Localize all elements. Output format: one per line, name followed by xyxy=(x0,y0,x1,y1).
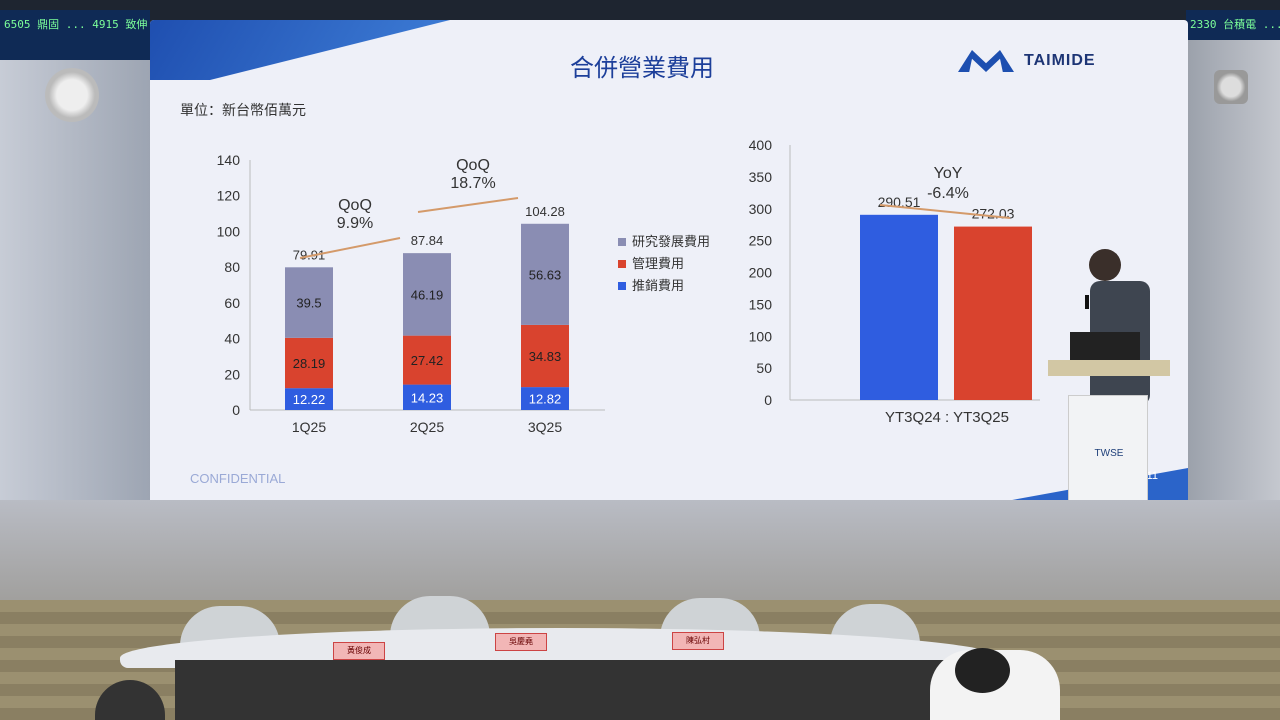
bar-segment xyxy=(403,335,451,385)
data-label: 28.19 xyxy=(293,356,326,371)
bar-segment xyxy=(285,267,333,338)
y-tick-label: 60 xyxy=(224,295,240,311)
legend-swatch xyxy=(618,282,626,290)
data-label: 272.03 xyxy=(972,206,1015,222)
y-tick-label: 350 xyxy=(749,169,773,185)
data-label: 39.5 xyxy=(296,296,321,311)
legend-label: 推銷費用 xyxy=(632,278,684,293)
y-tick-label: 50 xyxy=(756,360,772,376)
bar xyxy=(954,226,1032,400)
y-tick-label: 0 xyxy=(232,402,240,418)
y-tick-label: 400 xyxy=(749,137,773,153)
panel-desk-front xyxy=(175,660,955,720)
annotation-label: QoQ xyxy=(338,197,372,214)
annotation-value: 9.9% xyxy=(337,215,373,232)
security-camera-icon xyxy=(45,68,99,122)
trend-arrow xyxy=(417,197,519,213)
y-tick-label: 0 xyxy=(764,392,772,408)
data-label: 27.42 xyxy=(411,353,444,368)
x-tick-label: 3Q25 xyxy=(528,419,562,435)
total-label: 87.84 xyxy=(411,233,444,248)
trend-arrow xyxy=(299,237,401,259)
legend-label: 研究發展費用 xyxy=(632,234,710,249)
y-tick-label: 20 xyxy=(224,366,240,382)
y-tick-label: 80 xyxy=(224,259,240,275)
attendee-head xyxy=(955,648,1010,693)
unit-label: 單位：新台幣佰萬元 xyxy=(180,103,306,119)
nameplate: 吳慶堯 xyxy=(495,633,547,651)
podium-top xyxy=(1048,360,1170,376)
left-wall xyxy=(0,60,160,530)
company-logo: TAIMIDE xyxy=(958,50,1096,72)
annotation-label: YoY xyxy=(934,165,963,182)
speaker xyxy=(1083,245,1155,405)
y-tick-label: 200 xyxy=(749,265,773,281)
logo-mark-icon xyxy=(958,50,1014,72)
nameplate: 黃俊成 xyxy=(333,642,385,660)
data-label: 34.83 xyxy=(529,349,562,364)
bar-segment xyxy=(403,253,451,336)
bar-segment xyxy=(285,337,333,389)
data-label: 12.82 xyxy=(529,392,562,407)
y-tick-label: 100 xyxy=(217,223,241,239)
bar-segment xyxy=(521,223,569,325)
annotation-value: -6.4% xyxy=(927,185,969,202)
data-label: 14.23 xyxy=(411,390,444,405)
data-label: 56.63 xyxy=(529,267,562,282)
legend-swatch xyxy=(618,238,626,246)
x-tick-label: YT3Q24 : YT3Q25 xyxy=(885,409,1009,426)
laptop xyxy=(1070,332,1140,362)
legend-label: 管理費用 xyxy=(632,256,684,271)
data-label: 12.22 xyxy=(293,392,326,407)
stock-ticker-left: 6505 鼎固 ... 4915 致伸 ... 6285 ... xyxy=(0,10,150,60)
slide-title: 合併營業費用 xyxy=(570,54,714,82)
bar-segment xyxy=(403,384,451,410)
y-tick-label: 300 xyxy=(749,201,773,217)
annotation-value: 18.7% xyxy=(450,175,495,192)
slide-decoration xyxy=(150,20,450,80)
y-tick-label: 40 xyxy=(224,331,240,347)
presentation-screen: 合併營業費用 TAIMIDE 單位：新台幣佰萬元 0 20 40 60 80 100 120… xyxy=(150,20,1188,508)
confidential-label: CONFIDENTIAL xyxy=(190,471,286,486)
y-tick-label: 150 xyxy=(749,296,773,312)
y-tick-label: 120 xyxy=(217,188,241,204)
legend-swatch xyxy=(618,260,626,268)
x-tick-label: 1Q25 xyxy=(292,419,326,435)
trend-arrow xyxy=(879,204,1011,219)
logo-text: TAIMIDE xyxy=(1024,52,1096,69)
yoy-bar-chart: 050100150200250300350400290.51272.03YT3Q… xyxy=(749,137,1040,426)
bar-segment xyxy=(285,388,333,410)
total-label: 104.28 xyxy=(525,204,565,219)
y-tick-label: 250 xyxy=(749,233,773,249)
page-number: 11 xyxy=(1146,470,1158,482)
y-tick-label: 100 xyxy=(749,328,773,344)
bar-segment xyxy=(521,387,569,410)
bar-segment xyxy=(521,324,569,388)
data-label: 46.19 xyxy=(411,287,444,302)
right-wall xyxy=(1185,40,1280,540)
nameplate: 陳弘村 xyxy=(672,632,724,650)
bar xyxy=(860,214,938,400)
podium-logo: TWSE xyxy=(1094,448,1124,459)
security-camera-icon xyxy=(1214,70,1248,104)
stacked-bar-chart: 02040608010012014012.2228.1939.579.911Q2… xyxy=(217,152,710,435)
annotation-label: QoQ xyxy=(456,157,490,174)
x-tick-label: 2Q25 xyxy=(410,419,444,435)
y-tick-label: 140 xyxy=(217,152,241,168)
